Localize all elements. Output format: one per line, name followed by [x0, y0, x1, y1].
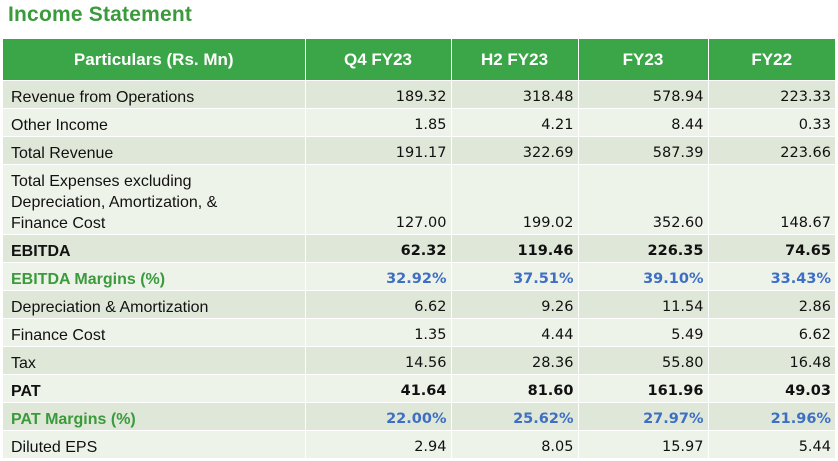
- row-label: Diluted EPS: [3, 430, 306, 458]
- cell-value: 11.54: [578, 290, 709, 319]
- cell-value: 21.96%: [708, 402, 835, 431]
- cell-value: 119.46: [451, 234, 579, 263]
- cell-value: 4.21: [451, 108, 579, 137]
- cell-value: 5.49: [578, 318, 709, 347]
- cell-value: 33.43%: [708, 262, 835, 291]
- cell-value: 39.10%: [578, 262, 709, 291]
- cell-value: 127.00: [305, 164, 452, 235]
- table-header-row: Particulars (Rs. Mn) Q4 FY23 H2 FY23 FY2…: [3, 39, 835, 81]
- cell-value: 161.96: [578, 374, 709, 403]
- cell-value: 1.85: [305, 108, 452, 137]
- header-fy22: FY22: [708, 39, 835, 81]
- row-label: Depreciation & Amortization: [3, 290, 306, 319]
- cell-value: 32.92%: [305, 262, 452, 291]
- cell-value: 352.60: [578, 164, 709, 235]
- income-statement-table: Particulars (Rs. Mn) Q4 FY23 H2 FY23 FY2…: [3, 39, 835, 458]
- table-row: Tax 14.56 28.36 55.80 16.48: [3, 346, 835, 375]
- cell-value: 49.03: [708, 374, 835, 403]
- cell-value: 223.33: [708, 80, 835, 109]
- cell-value: 6.62: [305, 290, 452, 319]
- cell-value: 5.44: [708, 430, 835, 458]
- cell-value: 318.48: [451, 80, 579, 109]
- cell-value: 62.32: [305, 234, 452, 263]
- cell-value: 9.26: [451, 290, 579, 319]
- cell-value: 1.35: [305, 318, 452, 347]
- cell-value: 27.97%: [578, 402, 709, 431]
- table-row: Revenue from Operations 189.32 318.48 57…: [3, 80, 835, 109]
- table-row: Depreciation & Amortization 6.62 9.26 11…: [3, 290, 835, 319]
- row-label: Tax: [3, 346, 306, 375]
- cell-value: 4.44: [451, 318, 579, 347]
- row-label: Other Income: [3, 108, 306, 137]
- row-label: PAT: [3, 374, 306, 403]
- row-label: EBITDA: [3, 234, 306, 263]
- table-row: Diluted EPS 2.94 8.05 15.97 5.44: [3, 430, 835, 458]
- row-label: Revenue from Operations: [3, 80, 306, 109]
- cell-value: 578.94: [578, 80, 709, 109]
- row-label: Total Revenue: [3, 136, 306, 165]
- row-label: PAT Margins (%): [3, 402, 306, 431]
- cell-value: 16.48: [708, 346, 835, 375]
- row-label: Total Expenses excluding Depreciation, A…: [3, 164, 306, 235]
- cell-value: 199.02: [451, 164, 579, 235]
- cell-value: 22.00%: [305, 402, 452, 431]
- cell-value: 223.66: [708, 136, 835, 165]
- cell-value: 189.32: [305, 80, 452, 109]
- cell-value: 148.67: [708, 164, 835, 235]
- table-row: EBITDA 62.32 119.46 226.35 74.65: [3, 234, 835, 263]
- cell-value: 0.33: [708, 108, 835, 137]
- cell-value: 74.65: [708, 234, 835, 263]
- cell-value: 37.51%: [451, 262, 579, 291]
- cell-value: 55.80: [578, 346, 709, 375]
- table-row: Total Revenue 191.17 322.69 587.39 223.6…: [3, 136, 835, 165]
- table-row: PAT 41.64 81.60 161.96 49.03: [3, 374, 835, 403]
- table-row: EBITDA Margins (%) 32.92% 37.51% 39.10% …: [3, 262, 835, 291]
- row-label: EBITDA Margins (%): [3, 262, 306, 291]
- page-title: Income Statement: [8, 3, 193, 26]
- cell-value: 2.86: [708, 290, 835, 319]
- cell-value: 14.56: [305, 346, 452, 375]
- header-h2-fy23: H2 FY23: [451, 39, 579, 81]
- cell-value: 191.17: [305, 136, 452, 165]
- cell-value: 8.05: [451, 430, 579, 458]
- table-row: Finance Cost 1.35 4.44 5.49 6.62: [3, 318, 835, 347]
- cell-value: 2.94: [305, 430, 452, 458]
- cell-value: 8.44: [578, 108, 709, 137]
- table-row: PAT Margins (%) 22.00% 25.62% 27.97% 21.…: [3, 402, 835, 431]
- table-row: Total Expenses excluding Depreciation, A…: [3, 164, 835, 235]
- cell-value: 322.69: [451, 136, 579, 165]
- table-row: Other Income 1.85 4.21 8.44 0.33: [3, 108, 835, 137]
- row-label: Finance Cost: [3, 318, 306, 347]
- cell-value: 28.36: [451, 346, 579, 375]
- cell-value: 6.62: [708, 318, 835, 347]
- header-q4-fy23: Q4 FY23: [305, 39, 452, 81]
- header-fy23: FY23: [578, 39, 709, 81]
- cell-value: 81.60: [451, 374, 579, 403]
- cell-value: 226.35: [578, 234, 709, 263]
- header-particulars: Particulars (Rs. Mn): [3, 39, 306, 81]
- cell-value: 25.62%: [451, 402, 579, 431]
- cell-value: 41.64: [305, 374, 452, 403]
- cell-value: 587.39: [578, 136, 709, 165]
- cell-value: 15.97: [578, 430, 709, 458]
